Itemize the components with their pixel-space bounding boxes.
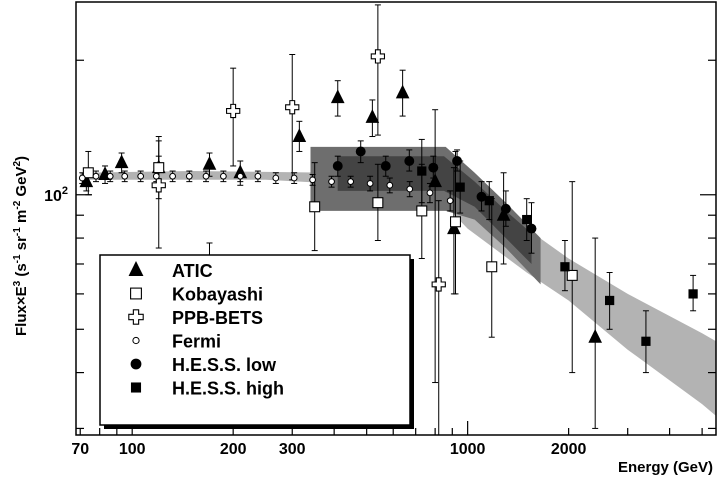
data-markers xyxy=(78,49,698,346)
legend-label-fermi: Fermi xyxy=(172,332,221,352)
fermi-point xyxy=(78,174,86,182)
atic-point xyxy=(202,156,217,170)
x-tick-label: 2000 xyxy=(551,441,587,458)
h-e-s-s-low-point xyxy=(428,162,439,173)
fermi-point xyxy=(236,172,244,180)
h-e-s-s-low-point xyxy=(452,156,463,166)
h-e-s-s-high-point xyxy=(522,214,532,225)
fermi-point xyxy=(426,189,434,197)
h-e-s-s-low-point xyxy=(404,156,415,166)
atic-point xyxy=(588,328,603,343)
hess-band-inner xyxy=(337,156,532,264)
legend-marker-kobayashi xyxy=(130,287,142,300)
fermi-point xyxy=(290,174,298,182)
x-tick-labels: 70 100 200 300 1000 2000 xyxy=(71,441,586,458)
h-e-s-s-high-point xyxy=(417,166,427,176)
kobayashi-point xyxy=(486,261,498,273)
h-e-s-s-high-point xyxy=(605,295,615,306)
h-e-s-s-high-point xyxy=(455,182,465,192)
legend-box xyxy=(99,254,411,426)
kobayashi-point xyxy=(449,216,461,228)
ppb-bets-point xyxy=(151,178,166,193)
legend-marker-fermi xyxy=(132,336,140,345)
ppb-bets-point xyxy=(431,277,446,292)
atic-point xyxy=(79,173,94,188)
legend-marker-atic xyxy=(128,261,144,276)
fermi-point xyxy=(92,172,100,180)
atic-point xyxy=(330,89,345,104)
fermi-point xyxy=(406,185,414,193)
ppb-bets-point xyxy=(370,49,386,64)
fermi-point xyxy=(366,180,374,187)
legend-marker-h-e-s-s-high xyxy=(130,382,142,393)
ppb-bets-point xyxy=(226,103,241,119)
plot-frame xyxy=(75,1,717,436)
atic-point xyxy=(114,154,129,169)
atic-point xyxy=(292,128,307,143)
h-e-s-s-high-point xyxy=(688,289,698,299)
fermi-point xyxy=(328,178,335,185)
legend-label-atic: ATIC xyxy=(172,261,213,281)
x-tick-label: 1000 xyxy=(450,441,486,458)
fermi-point xyxy=(347,178,355,185)
kobayashi-point xyxy=(82,167,94,179)
h-e-s-s-low-point xyxy=(332,161,343,171)
fermi-point xyxy=(272,174,280,182)
fermi-point xyxy=(185,172,193,180)
h-e-s-s-high-point xyxy=(641,336,651,346)
x-tick-label: 200 xyxy=(220,441,247,458)
legend-label-ppb-bets: PPB-BETS xyxy=(172,308,263,328)
legend-label-h-e-s-s-low: H.E.S.S. low xyxy=(172,355,277,375)
fermi-point xyxy=(386,181,394,189)
y-tick-label: 102 xyxy=(44,185,68,205)
fermi-band xyxy=(80,171,716,416)
kobayashi-point xyxy=(566,269,578,281)
h-e-s-s-low-point xyxy=(476,191,487,202)
h-e-s-s-high-point xyxy=(560,262,570,272)
x-tick-label: 300 xyxy=(279,441,306,458)
kobayashi-point xyxy=(416,205,428,217)
atic-point xyxy=(365,109,380,123)
atic-point xyxy=(496,206,511,221)
legend-label-kobayashi: Kobayashi xyxy=(172,285,263,305)
fermi-point xyxy=(254,172,262,180)
fermi-point xyxy=(220,172,227,180)
fermi-point xyxy=(309,176,316,184)
h-e-s-s-low-point xyxy=(355,146,366,157)
fermi-point xyxy=(137,172,145,180)
y-axis-title: Flux×E3 (s-1 sr-1 m-2 GeV2) xyxy=(12,156,30,336)
fermi-point xyxy=(121,172,129,180)
kobayashi-point xyxy=(153,162,165,174)
x-tick-label: 100 xyxy=(119,441,146,458)
legend: ATIC Kobayashi PPB-BETS Fermi H.E.S.S. low H.… xyxy=(99,254,414,429)
fermi-point xyxy=(106,172,114,180)
ppb-bets-point xyxy=(285,100,300,115)
legend-marker-h-e-s-s-low xyxy=(130,358,142,370)
kobayashi-point xyxy=(309,201,321,213)
fermi-point xyxy=(152,172,160,180)
x-tick-label: 70 xyxy=(71,441,89,458)
kobayashi-point xyxy=(372,197,384,209)
atic-point xyxy=(395,84,410,99)
fermi-point xyxy=(169,172,176,180)
fermi-point xyxy=(446,197,454,205)
h-e-s-s-high-point xyxy=(484,196,494,206)
h-e-s-s-low-point xyxy=(500,203,511,214)
legend-marker-ppb-bets xyxy=(128,309,144,325)
fermi-point xyxy=(202,172,210,180)
x-axis-title: Energy (GeV) xyxy=(618,459,713,476)
h-e-s-s-low-point xyxy=(380,161,391,171)
legend-label-h-e-s-s-high: H.E.S.S. high xyxy=(172,379,284,399)
atic-point xyxy=(428,173,442,188)
h-e-s-s-low-point xyxy=(526,223,537,234)
atic-point xyxy=(233,164,248,179)
y-tick-labels: 102 xyxy=(44,185,68,205)
